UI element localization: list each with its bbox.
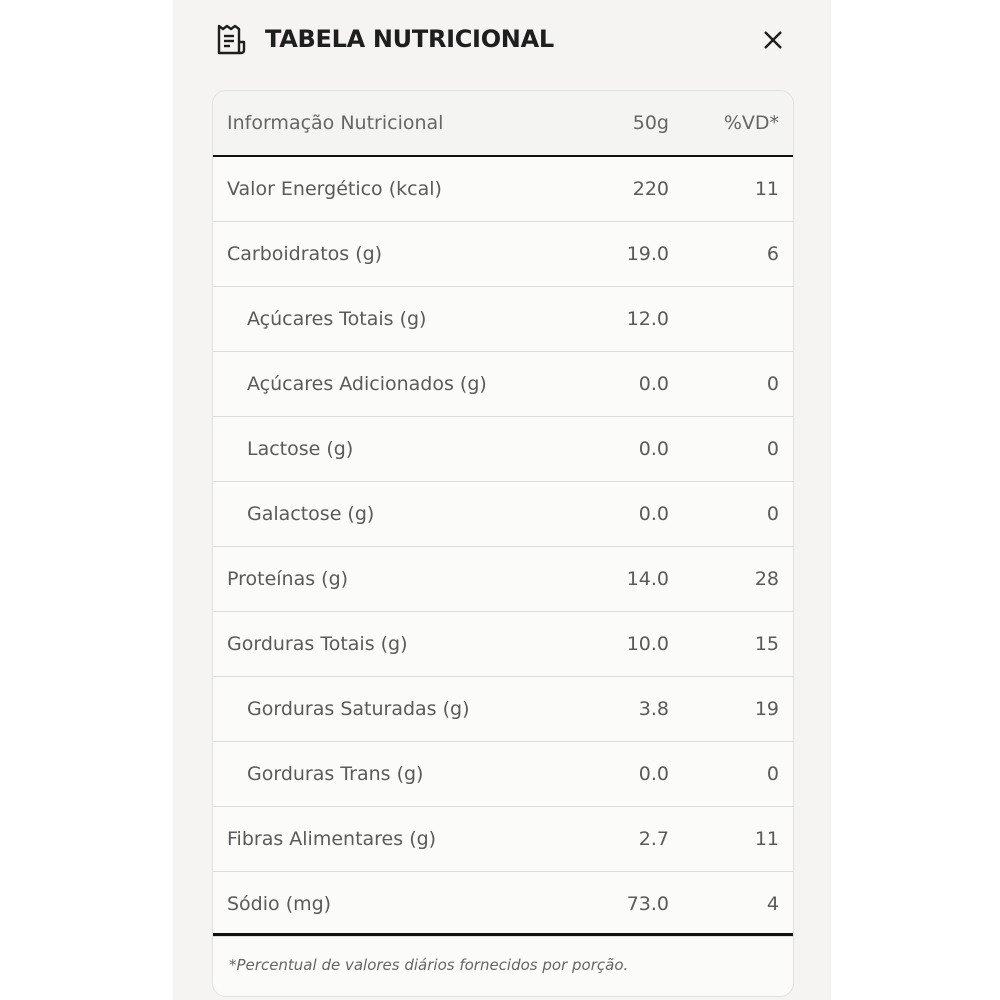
nutrient-daily-value: 6 — [766, 243, 779, 265]
nutrient-amount: 220 — [632, 178, 669, 200]
nutrient-amount: 19.0 — [626, 243, 669, 265]
nutrient-daily-value: 28 — [754, 568, 779, 590]
nutrient-name: Proteínas (g) — [227, 568, 349, 590]
nutrient-name: Açúcares Adicionados (g) — [247, 373, 487, 395]
nutrient-amount: 10.0 — [626, 633, 669, 655]
nutrient-daily-value: 0 — [766, 763, 779, 785]
table-row: Sódio (mg) 73.0 4 — [213, 872, 793, 937]
column-header-portion: 50g — [632, 112, 669, 134]
table-row: Açúcares Adicionados (g) 0.0 0 — [213, 352, 793, 417]
nutrient-name: Fibras Alimentares (g) — [227, 828, 437, 850]
column-header-vd: %VD* — [723, 112, 779, 134]
nutrient-amount: 14.0 — [626, 568, 669, 590]
nutrient-daily-value: 0 — [766, 438, 779, 460]
nutrient-amount: 73.0 — [626, 893, 669, 915]
table-row: Gorduras Totais (g) 10.0 15 — [213, 612, 793, 677]
nutrient-amount: 0.0 — [638, 763, 669, 785]
nutrient-daily-value: 4 — [766, 893, 779, 915]
nutrient-daily-value: 11 — [754, 178, 779, 200]
table-row: Fibras Alimentares (g) 2.7 11 — [213, 807, 793, 872]
nutrient-amount: 3.8 — [638, 698, 669, 720]
column-header-info: Informação Nutricional — [227, 112, 444, 134]
table-row: Gorduras Trans (g) 0.0 0 — [213, 742, 793, 807]
nutrient-amount: 12.0 — [626, 308, 669, 330]
close-icon[interactable] — [761, 28, 785, 52]
table-row: Valor Energético (kcal) 220 11 — [213, 157, 793, 222]
receipt-icon — [217, 24, 246, 55]
nutrition-table: Informação Nutricional 50g %VD* Valor En… — [212, 90, 794, 997]
nutrient-daily-value: 15 — [754, 633, 779, 655]
table-row: Galactose (g) 0.0 0 — [213, 482, 793, 547]
nutrient-daily-value: 19 — [754, 698, 779, 720]
table-footer: *Percentual de valores diários fornecido… — [213, 933, 793, 996]
nutrient-name: Gorduras Totais (g) — [227, 633, 408, 655]
nutrient-name: Sódio (mg) — [227, 893, 332, 915]
footnote: *Percentual de valores diários fornecido… — [229, 956, 629, 974]
table-row: Lactose (g) 0.0 0 — [213, 417, 793, 482]
nutrient-name: Açúcares Totais (g) — [247, 308, 427, 330]
nutrient-daily-value: 0 — [766, 503, 779, 525]
page-title: TABELA NUTRICIONAL — [265, 25, 554, 53]
nutrient-name: Valor Energético (kcal) — [227, 178, 442, 200]
nutrient-daily-value: 11 — [754, 828, 779, 850]
table-row: Açúcares Totais (g) 12.0 — [213, 287, 793, 352]
table-row: Proteínas (g) 14.0 28 — [213, 547, 793, 612]
nutrient-amount: 0.0 — [638, 438, 669, 460]
nutrient-amount: 2.7 — [638, 828, 669, 850]
table-row: Carboidratos (g) 19.0 6 — [213, 222, 793, 287]
table-row: Gorduras Saturadas (g) 3.8 19 — [213, 677, 793, 742]
nutrient-name: Gorduras Saturadas (g) — [247, 698, 470, 720]
nutrient-name: Carboidratos (g) — [227, 243, 383, 265]
nutrient-name: Galactose (g) — [247, 503, 375, 525]
nutrient-amount: 0.0 — [638, 503, 669, 525]
nutrient-name: Lactose (g) — [247, 438, 354, 460]
panel-header: TABELA NUTRICIONAL — [213, 20, 793, 64]
nutrition-panel: TABELA NUTRICIONAL Informação Nutriciona… — [173, 0, 831, 1000]
nutrient-name: Gorduras Trans (g) — [247, 763, 424, 785]
table-header: Informação Nutricional 50g %VD* — [213, 91, 793, 158]
nutrient-amount: 0.0 — [638, 373, 669, 395]
nutrient-daily-value: 0 — [766, 373, 779, 395]
